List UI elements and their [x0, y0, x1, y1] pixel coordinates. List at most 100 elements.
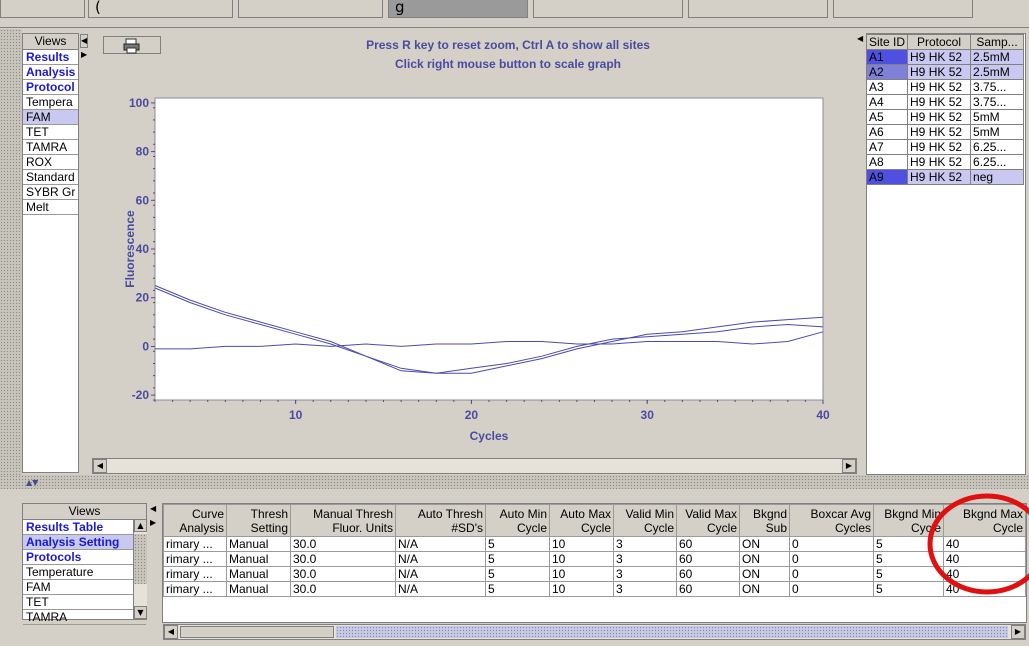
site-row[interactable]: A3 H9 HK 52 3.75...: [865, 79, 1024, 95]
upper-views-item-sybr-gr[interactable]: SYBR Gr: [23, 185, 78, 200]
upper-views-item-analysis[interactable]: Analysis: [23, 65, 78, 80]
collapse-right-panel-icon[interactable]: ◀: [857, 34, 864, 43]
analysis-cell[interactable]: 5: [873, 536, 944, 552]
analysis-cell[interactable]: 40: [943, 581, 1026, 597]
analysis-cell[interactable]: 60: [676, 581, 740, 597]
analysis-cell[interactable]: 3: [613, 551, 677, 567]
upper-views-item-results[interactable]: Results: [23, 50, 78, 65]
upper-views-item-fam[interactable]: FAM: [23, 110, 78, 125]
chart-scrollbar[interactable]: ◀ ▶: [92, 458, 857, 474]
analysis-cell[interactable]: 10: [549, 581, 614, 597]
site-row[interactable]: A9 H9 HK 52 neg: [865, 169, 1024, 185]
analysis-cell[interactable]: 60: [676, 566, 740, 582]
left-splitter[interactable]: [0, 29, 22, 483]
lower-views-item-protocols[interactable]: Protocols: [23, 550, 146, 565]
analysis-header-2[interactable]: Manual Thresh Fluor. Units: [290, 504, 396, 537]
analysis-cell[interactable]: N/A: [395, 581, 486, 597]
analysis-cell[interactable]: Manual: [226, 581, 291, 597]
analysis-header-9[interactable]: Boxcar Avg Cycles: [789, 504, 874, 537]
upper-views-item-tamra[interactable]: TAMRA: [23, 140, 78, 155]
site-row[interactable]: A1 H9 HK 52 2.5mM: [865, 49, 1024, 65]
site-row[interactable]: A6 H9 HK 52 5mM: [865, 124, 1024, 140]
analysis-header-3[interactable]: Auto Thresh #SD's: [395, 504, 486, 537]
analysis-cell[interactable]: 30.0: [290, 551, 396, 567]
analysis-cell[interactable]: 5: [485, 536, 550, 552]
splitter-arrows-icon[interactable]: ▲▼: [26, 478, 39, 487]
upper-views-item-rox[interactable]: ROX: [23, 155, 78, 170]
analysis-cell[interactable]: 30.0: [290, 566, 396, 582]
analysis-cell[interactable]: 60: [676, 551, 740, 567]
collapse-left-icon[interactable]: ◀: [80, 34, 88, 48]
analysis-cell[interactable]: 5: [485, 581, 550, 597]
lower-views-scrollbar[interactable]: ▲ ▼: [133, 519, 147, 619]
analysis-header-10[interactable]: Bkgnd Min Cycle: [873, 504, 944, 537]
lower-views-item-temperature[interactable]: Temperature: [23, 565, 146, 580]
analysis-cell[interactable]: 0: [789, 551, 874, 567]
analysis-cell[interactable]: rimary ...: [163, 536, 227, 552]
table-scroll-thumb[interactable]: [180, 626, 334, 638]
top-tab-4[interactable]: [533, 0, 683, 18]
analysis-cell[interactable]: 0: [789, 536, 874, 552]
analysis-cell[interactable]: 0: [789, 566, 874, 582]
analysis-cell[interactable]: Manual: [226, 536, 291, 552]
sample-header[interactable]: Samp...: [970, 34, 1024, 50]
upper-views-item-protocol[interactable]: Protocol: [23, 80, 78, 95]
analysis-cell[interactable]: 5: [873, 581, 944, 597]
table-scroll-track[interactable]: [336, 626, 1008, 638]
scroll-up-icon[interactable]: ▲: [134, 519, 147, 532]
analysis-row[interactable]: rimary ... Manual 30.0 N/A 5 10 3 60 ON 0 5 40: [163, 551, 1026, 567]
analysis-cell[interactable]: 5: [873, 566, 944, 582]
analysis-header-8[interactable]: Bkgnd Sub: [739, 504, 790, 537]
analysis-cell[interactable]: 10: [549, 536, 614, 552]
analysis-table-scrollbar[interactable]: ◀ ▶: [163, 624, 1026, 640]
site-row[interactable]: A2 H9 HK 52 2.5mM: [865, 64, 1024, 80]
fluorescence-chart[interactable]: Press R key to reset zoom, Ctrl A to sho…: [90, 33, 860, 475]
analysis-cell[interactable]: N/A: [395, 551, 486, 567]
analysis-cell[interactable]: 40: [943, 551, 1026, 567]
analysis-cell[interactable]: 0: [789, 581, 874, 597]
analysis-row[interactable]: rimary ... Manual 30.0 N/A 5 10 3 60 ON 0 5 40: [163, 566, 1026, 582]
collapse-lower-left-icon[interactable]: ◀: [150, 504, 157, 513]
site-id-header[interactable]: Site ID: [865, 34, 909, 50]
analysis-cell[interactable]: Manual: [226, 551, 291, 567]
lower-views-item-tamra[interactable]: TAMRA: [23, 610, 146, 625]
upper-views-item-melt[interactable]: Melt: [23, 200, 78, 215]
scroll-right-icon[interactable]: ▶: [842, 459, 856, 473]
analysis-cell[interactable]: 5: [485, 566, 550, 582]
analysis-row[interactable]: rimary ... Manual 30.0 N/A 5 10 3 60 ON 0 5 40: [163, 536, 1026, 552]
site-row[interactable]: A8 H9 HK 52 6.25...: [865, 154, 1024, 170]
analysis-row[interactable]: rimary ... Manual 30.0 N/A 5 10 3 60 ON 0 5 40: [163, 581, 1026, 597]
analysis-cell[interactable]: 60: [676, 536, 740, 552]
analysis-cell[interactable]: Manual: [226, 566, 291, 582]
site-row[interactable]: A4 H9 HK 52 3.75...: [865, 94, 1024, 110]
top-tab-1[interactable]: (: [88, 0, 233, 18]
analysis-cell[interactable]: rimary ...: [163, 566, 227, 582]
scroll-down-icon[interactable]: ▼: [134, 606, 147, 619]
expand-right-icon[interactable]: ▶: [81, 50, 88, 59]
analysis-header-7[interactable]: Valid Max Cycle: [676, 504, 740, 537]
analysis-header-6[interactable]: Valid Min Cycle: [613, 504, 677, 537]
print-button[interactable]: [103, 36, 161, 54]
analysis-cell[interactable]: 30.0: [290, 581, 396, 597]
analysis-cell[interactable]: 5: [485, 551, 550, 567]
site-row[interactable]: A5 H9 HK 52 5mM: [865, 109, 1024, 125]
analysis-cell[interactable]: 10: [549, 566, 614, 582]
protocol-header[interactable]: Protocol: [907, 34, 972, 50]
lower-views-item-fam[interactable]: FAM: [23, 580, 146, 595]
analysis-cell[interactable]: 40: [943, 566, 1026, 582]
scroll-thumb[interactable]: [134, 534, 147, 584]
horizontal-splitter[interactable]: [0, 475, 1029, 489]
lower-views-item-tet[interactable]: TET: [23, 595, 146, 610]
analysis-cell[interactable]: 10: [549, 551, 614, 567]
top-tab-6[interactable]: [833, 0, 973, 18]
analysis-cell[interactable]: rimary ...: [163, 581, 227, 597]
top-tab-3[interactable]: g: [388, 0, 528, 18]
analysis-cell[interactable]: ON: [739, 566, 790, 582]
analysis-cell[interactable]: ON: [739, 551, 790, 567]
top-tab-2[interactable]: [238, 0, 383, 18]
expand-lower-right-icon[interactable]: ▶: [150, 518, 157, 527]
analysis-cell[interactable]: 3: [613, 566, 677, 582]
lower-views-item-analysis-setting[interactable]: Analysis Setting: [23, 535, 146, 550]
analysis-cell[interactable]: ON: [739, 536, 790, 552]
analysis-cell[interactable]: rimary ...: [163, 551, 227, 567]
